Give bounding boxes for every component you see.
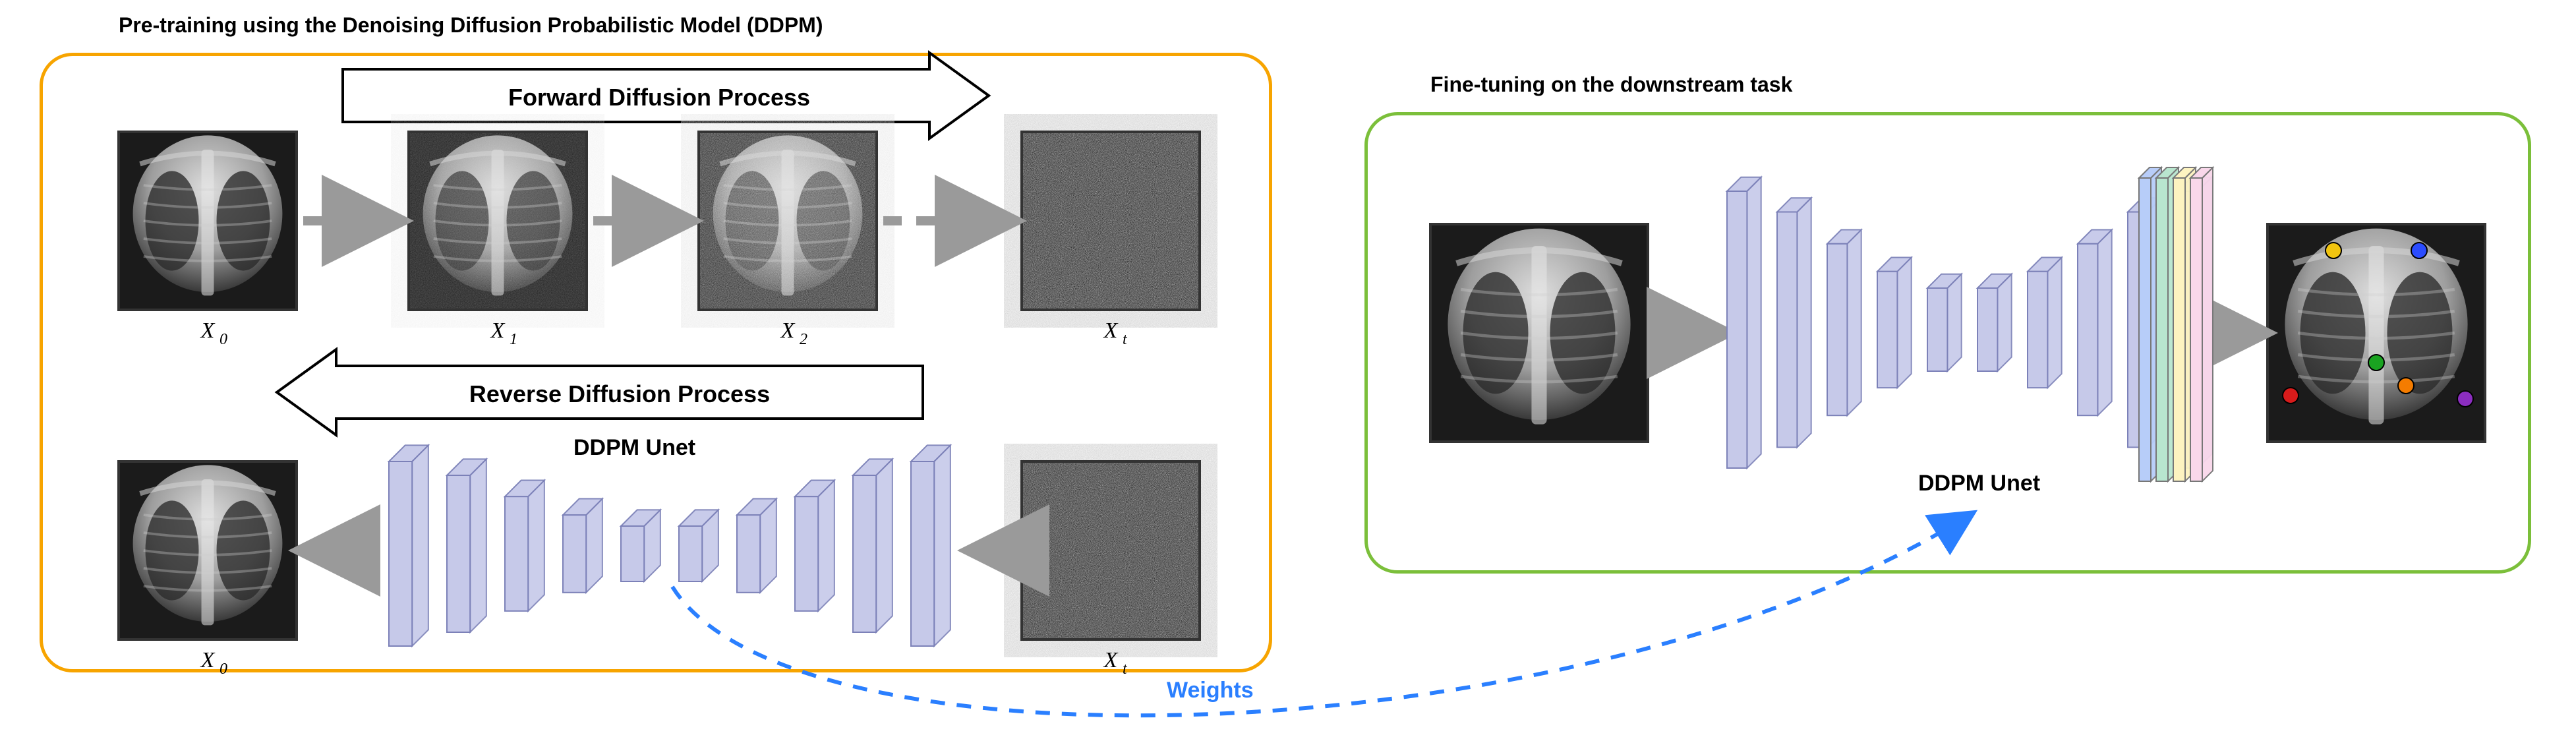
pretraining-panel <box>40 53 1272 672</box>
ddpm-unet-label-right: DDPM Unet <box>1918 471 2040 496</box>
ddpm-unet-label-left: DDPM Unet <box>573 435 695 461</box>
finetuning-title: Fine-tuning on the downstream task <box>1430 73 1792 97</box>
finetuning-panel <box>1364 112 2531 574</box>
pretraining-title: Pre-training using the Denoising Diffusi… <box>119 13 823 38</box>
weights-label: Weights <box>1167 678 1254 703</box>
